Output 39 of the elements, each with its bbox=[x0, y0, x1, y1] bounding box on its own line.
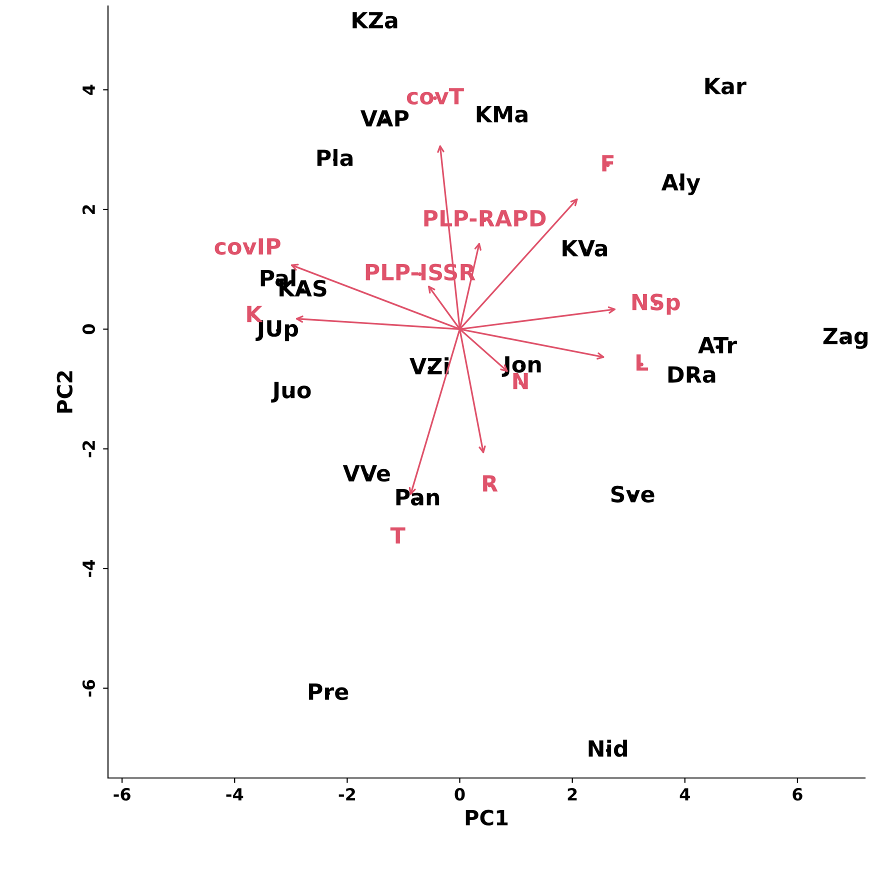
x-tick-label: -6 bbox=[114, 788, 130, 801]
data-label: Nid bbox=[588, 740, 627, 757]
x-tick-label: 2 bbox=[568, 788, 577, 800]
data-label: Juo bbox=[271, 382, 311, 403]
data-label: L bbox=[636, 354, 648, 371]
data-label: F bbox=[602, 155, 614, 172]
x-tick-label: 4 bbox=[680, 788, 690, 800]
data-label: Aly bbox=[661, 174, 700, 196]
x-tick-label: 6 bbox=[792, 788, 802, 801]
y-tick-label: 4 bbox=[82, 84, 95, 95]
x-axis-title: PC1 bbox=[466, 810, 508, 826]
data-label: DRa bbox=[668, 366, 716, 383]
y-tick-label: -2 bbox=[82, 441, 95, 458]
data-label: KMa bbox=[476, 106, 528, 123]
data-label: KVa bbox=[562, 240, 608, 257]
data-label: NSp bbox=[632, 294, 680, 315]
data-label: Zag bbox=[823, 328, 868, 349]
y-tick-label: -4 bbox=[82, 560, 95, 577]
data-label: KZa bbox=[352, 12, 398, 29]
y-axis-title: PC2 bbox=[56, 371, 73, 413]
x-tick-label: -4 bbox=[226, 788, 244, 800]
data-label: Pla bbox=[317, 149, 353, 166]
data-label: Pre bbox=[308, 684, 348, 700]
data-label: VAP bbox=[360, 110, 409, 126]
data-label: covIP bbox=[214, 238, 280, 255]
data-label: ATr bbox=[698, 337, 738, 354]
data-label: Pan bbox=[396, 489, 440, 506]
data-label: R bbox=[483, 475, 498, 492]
y-tick-label: -6 bbox=[82, 680, 96, 697]
data-label: Sve bbox=[611, 486, 654, 503]
x-tick-label: 0 bbox=[454, 788, 465, 801]
data-label: JUp bbox=[256, 320, 298, 342]
data-label: VVe bbox=[342, 465, 390, 482]
data-label: Kar bbox=[705, 78, 746, 94]
data-label: VZi bbox=[410, 357, 449, 374]
y-tick-label: 2 bbox=[82, 205, 95, 214]
y-tick-label: 0 bbox=[82, 324, 96, 334]
x-tick-label: -2 bbox=[338, 788, 356, 800]
data-label: covT bbox=[406, 88, 464, 105]
